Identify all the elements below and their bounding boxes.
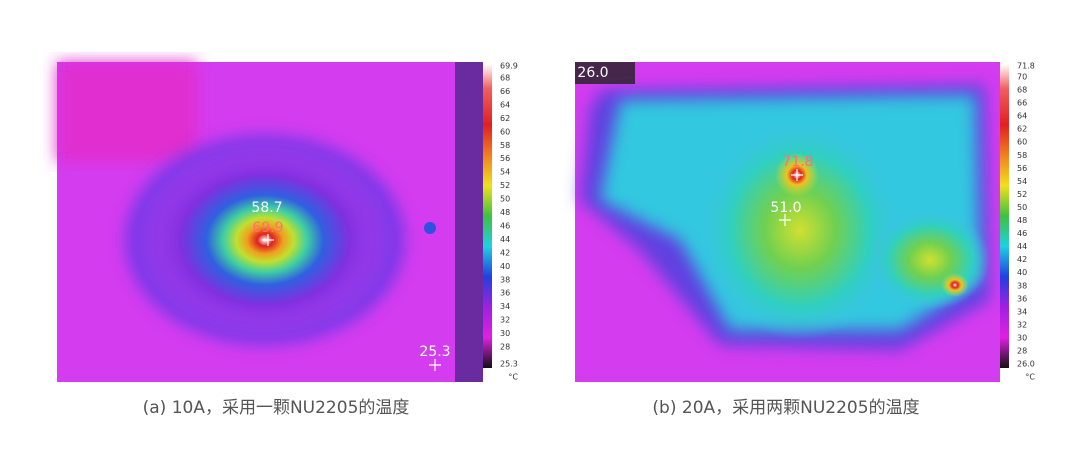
scale-label: 38 xyxy=(500,275,510,284)
scale-label: 58 xyxy=(500,141,510,150)
scale-label: 42 xyxy=(1017,255,1027,264)
spot-label: 71.8 xyxy=(782,154,813,170)
spot-label: 25.3 xyxy=(419,344,450,360)
scale-label: 66 xyxy=(500,87,510,96)
scale-label: 32 xyxy=(1017,320,1027,329)
scale-label: 40 xyxy=(500,262,510,271)
scale-label: 36 xyxy=(1017,294,1027,303)
scale-label: 26.0 xyxy=(1017,360,1035,369)
scale-label: 64 xyxy=(1017,112,1027,121)
scale-label: 44 xyxy=(500,235,510,244)
color-scale-b xyxy=(1000,64,1009,368)
scale-label: 28 xyxy=(500,343,510,352)
scale-label: 42 xyxy=(500,248,510,257)
scale-label: 46 xyxy=(1017,229,1027,238)
scale-label: °C xyxy=(508,373,518,382)
crosshairs xyxy=(262,169,803,371)
scale-label: 62 xyxy=(500,114,510,123)
scale-label: 66 xyxy=(1017,99,1027,108)
scale-label: 38 xyxy=(1017,281,1027,290)
scale-label: 46 xyxy=(500,221,510,230)
scale-label: 71.8 xyxy=(1017,62,1035,71)
scale-label: °C xyxy=(1025,373,1035,382)
scale-label: 40 xyxy=(1017,268,1027,277)
scale-label: 48 xyxy=(1017,216,1027,225)
scale-label: 54 xyxy=(500,168,510,177)
spot-label: 26.0 xyxy=(577,65,608,81)
scale-label: 28 xyxy=(1017,347,1027,356)
scale-label: 60 xyxy=(1017,138,1027,147)
scale-label: 64 xyxy=(500,100,510,109)
color-scale-a xyxy=(483,64,492,368)
scale-label: 56 xyxy=(500,154,510,163)
scale-label: 50 xyxy=(1017,203,1027,212)
scale-label: 60 xyxy=(500,127,510,136)
scale-label: 52 xyxy=(500,181,510,190)
scale-label: 68 xyxy=(500,74,510,83)
scale-label: 34 xyxy=(1017,307,1027,316)
scale-label: 32 xyxy=(500,316,510,325)
scale-label: 25.3 xyxy=(500,360,518,369)
scale-label: 69.9 xyxy=(500,62,518,71)
spots: 58.7 69.9 25.3 26.0 71.8 51.0 xyxy=(251,65,814,371)
spot-label: 69.9 xyxy=(252,220,283,236)
scale-label: 58 xyxy=(1017,151,1027,160)
scale-label: 54 xyxy=(1017,177,1027,186)
scale-label: 62 xyxy=(1017,125,1027,134)
scale-label: 36 xyxy=(500,289,510,298)
scale-labels: 69.9 68 66 64 62 60 58 56 54 52 50 48 46 44 42 40 38 36 34… xyxy=(500,62,1035,382)
scale-label: 34 xyxy=(500,302,510,311)
scale-label: 56 xyxy=(1017,164,1027,173)
scale-label: 70 xyxy=(1017,73,1027,82)
scale-label: 50 xyxy=(500,195,510,204)
scale-label: 68 xyxy=(1017,86,1027,95)
scale-label: 52 xyxy=(1017,190,1027,199)
caption: (b) 20A，采用两颗NU2205的温度 xyxy=(652,398,919,418)
scale-label: 48 xyxy=(500,208,510,217)
scale-label: 30 xyxy=(500,329,510,338)
thermal-image-b xyxy=(575,62,1000,382)
scale-label: 30 xyxy=(1017,333,1027,342)
caption: (a) 10A，采用一颗NU2205的温度 xyxy=(143,398,410,418)
scale-label: 44 xyxy=(1017,242,1027,251)
spot-label: 58.7 xyxy=(251,200,282,216)
spot-label: 51.0 xyxy=(770,200,801,216)
